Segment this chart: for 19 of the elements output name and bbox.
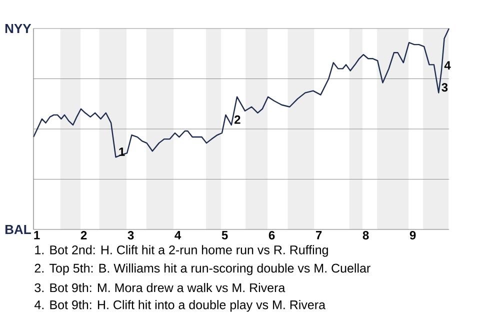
annotation: 2 bbox=[234, 115, 240, 124]
x-tick-label: 5 bbox=[222, 231, 228, 240]
x-tick-label: 9 bbox=[410, 231, 416, 240]
x-tick-label: 6 bbox=[268, 231, 275, 240]
text: 2. Top 5th: B. Williams hit a run-scoring double vs M. Cuellar bbox=[34, 263, 370, 276]
x-tick-label: 1 bbox=[34, 231, 40, 240]
ref-line-label: NYY bbox=[5, 24, 32, 33]
x-tick-label: 7 bbox=[316, 231, 322, 240]
text: 4. Bot 9th: H. Clift hit into a double play vs M. Rivera bbox=[34, 300, 326, 312]
ref-line-label: BAL bbox=[5, 225, 31, 234]
text: 3. Bot 9th: M. Mora drew a walk vs M. Rivera bbox=[34, 282, 286, 292]
annotation: 3 bbox=[442, 83, 448, 92]
annotation: 1 bbox=[119, 148, 125, 156]
x-tick-label: 4 bbox=[174, 231, 182, 240]
x-tick-label: 8 bbox=[362, 231, 369, 240]
annotation: 4 bbox=[444, 61, 451, 70]
x-tick-label: 3 bbox=[128, 231, 134, 240]
text: 1. Bot 2nd: H. Clift hit a 2-run home run vs R. Ruffing bbox=[35, 245, 328, 257]
x-tick-label: 2 bbox=[80, 231, 87, 240]
